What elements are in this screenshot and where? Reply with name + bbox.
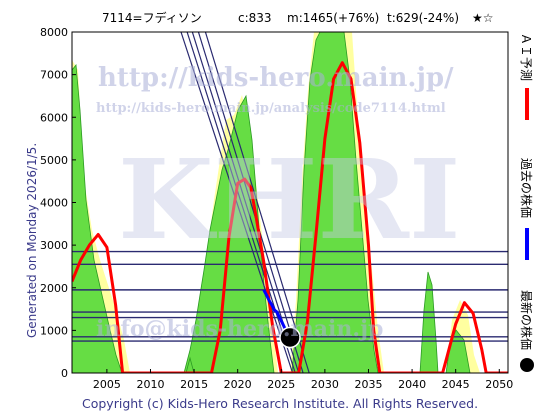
latest-price-marker xyxy=(279,326,301,349)
header-current: c:833 xyxy=(238,11,272,25)
trend-line xyxy=(191,32,300,373)
y-tick-label: 7000 xyxy=(40,69,68,82)
y-tick-label: 3000 xyxy=(40,239,68,252)
legend-latest-label: 最新の株価 xyxy=(519,290,534,350)
x-axis: 2005 2010 2015 2020 2025 2030 2035 2040 2045 2050 xyxy=(93,369,513,391)
plot-area xyxy=(72,32,508,373)
watermark-analysis-url: http://kids-hero.main.jp/analysis/code71… xyxy=(96,101,446,116)
x-tick-label: 2045 xyxy=(442,378,470,391)
y-tick-label: 0 xyxy=(61,367,68,380)
x-tick-label: 2025 xyxy=(267,378,295,391)
x-tick-label: 2030 xyxy=(311,378,339,391)
generated-label: Generated on Monday 2026/1/5. xyxy=(25,143,39,338)
x-tick-label: 2020 xyxy=(224,378,252,391)
legend: ＡＩ予測 過去の株価 最新の株価 xyxy=(519,33,534,372)
x-tick-label: 2010 xyxy=(136,378,164,391)
y-tick-label: 5000 xyxy=(40,154,68,167)
green-fill-area-small xyxy=(185,356,195,373)
x-tick-label: 2005 xyxy=(93,378,121,391)
header-max: m:1465(+76%) xyxy=(287,11,379,25)
watermark-big: KHRI xyxy=(118,135,460,264)
trend-line xyxy=(197,32,304,373)
legend-latest-swatch xyxy=(520,358,534,372)
x-tick-label: 2035 xyxy=(354,378,382,391)
ai-forecast-line xyxy=(72,61,508,373)
trend-line xyxy=(204,32,310,373)
trend-line xyxy=(180,32,294,373)
header-target: t:629(-24%) xyxy=(387,11,459,25)
y-tick-label: 8000 xyxy=(40,26,68,39)
y-tick-label: 6000 xyxy=(40,111,68,124)
x-tick-label: 2015 xyxy=(180,378,208,391)
header-stars: ★☆ xyxy=(472,11,494,25)
y-tick-label: 4000 xyxy=(40,197,68,210)
y-tick-label: 1000 xyxy=(40,324,68,337)
header-code: 7114=フディソン xyxy=(102,10,202,25)
legend-past-label: 過去の株価 xyxy=(519,158,534,218)
y-axis: 0 1000 2000 3000 4000 5000 6000 7000 8000 xyxy=(40,26,76,380)
watermark-url: http://kids-hero.main.jp/ xyxy=(98,63,454,93)
yellow-fill-area xyxy=(72,32,480,373)
x-tick-label: 2050 xyxy=(485,378,513,391)
watermark-email: info@kids-hero.main.jp xyxy=(96,316,383,342)
legend-ai-label: ＡＩ予測 xyxy=(519,33,533,81)
copyright-text: Copyright (c) Kids-Hero Research Institu… xyxy=(82,396,478,411)
y-tick-label: 2000 xyxy=(40,282,68,295)
x-tick-label: 2040 xyxy=(398,378,426,391)
trend-lines xyxy=(180,32,310,373)
horizontal-levels xyxy=(72,250,508,342)
